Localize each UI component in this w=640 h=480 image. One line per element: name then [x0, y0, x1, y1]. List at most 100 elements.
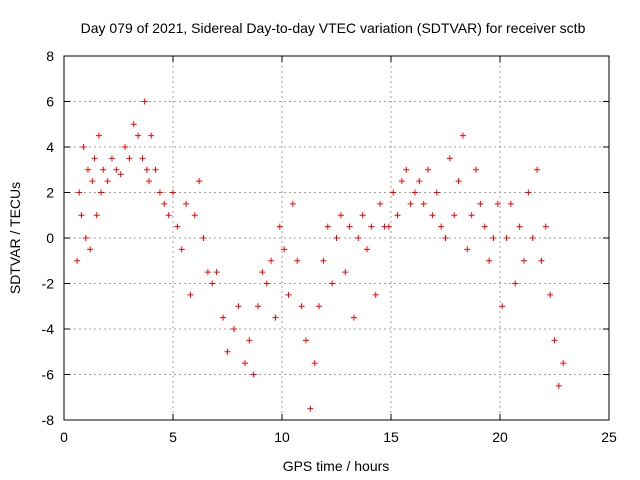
data-point-marker [213, 269, 220, 276]
data-point-marker [316, 303, 323, 310]
data-point-marker [209, 280, 216, 287]
y-tick-label: -2 [42, 276, 55, 292]
data-point-marker [438, 223, 445, 230]
data-point-marker [100, 166, 107, 173]
data-point-marker [494, 200, 501, 207]
data-point-marker [183, 200, 190, 207]
data-point-marker [355, 235, 362, 241]
data-point-marker [156, 189, 163, 196]
data-point-marker [311, 360, 318, 367]
x-tick-label: 10 [274, 429, 290, 445]
data-point-marker [342, 269, 349, 276]
data-point-marker [490, 235, 497, 241]
y-tick-label: 8 [46, 48, 54, 64]
data-point-marker [241, 360, 248, 367]
y-tick-labels: -8 -6 -4 -2 0 2 4 6 8 [42, 48, 55, 428]
y-tick-label: 4 [46, 139, 54, 155]
data-point-marker [555, 382, 562, 389]
x-tick-label: 15 [383, 429, 399, 445]
y-tick-label: -4 [42, 321, 55, 337]
data-point-marker [411, 189, 418, 196]
data-point-marker [204, 269, 211, 276]
data-point-marker [420, 200, 427, 207]
y-tick-label: 2 [46, 185, 54, 201]
data-point-marker [104, 178, 111, 185]
data-point-marker [547, 291, 554, 298]
data-point-marker [196, 178, 203, 185]
data-point-marker [464, 246, 471, 253]
data-point-marker [165, 212, 172, 219]
data-point-marker [141, 98, 148, 105]
data-point-marker [135, 132, 142, 139]
data-point-marker [298, 303, 305, 310]
data-point-marker [76, 189, 83, 196]
data-point-marker [499, 303, 506, 310]
data-point-marker [117, 171, 124, 178]
data-point-marker [538, 257, 545, 264]
data-point-marker [477, 200, 484, 207]
data-point-marker [276, 223, 283, 230]
chart-title: Day 079 of 2021, Sidereal Day-to-day VTE… [81, 20, 586, 36]
data-point-marker [364, 246, 371, 253]
x-tick-label: 20 [492, 429, 508, 445]
data-point-marker [231, 326, 238, 332]
data-point-marker [200, 235, 207, 241]
data-point-marker [139, 155, 146, 162]
data-point-marker [187, 291, 194, 298]
data-point-marker [425, 166, 432, 173]
data-points [74, 98, 567, 412]
data-point-marker [113, 166, 120, 173]
data-point-marker [272, 314, 279, 321]
data-point-marker [93, 212, 100, 219]
data-point-marker [224, 348, 231, 355]
data-point-marker [324, 223, 331, 230]
data-point-marker [512, 280, 519, 287]
data-point-marker [459, 132, 466, 139]
data-point-marker [174, 223, 181, 230]
data-point-marker [468, 212, 475, 219]
x-axis-label: GPS time / hours [283, 458, 390, 474]
data-point-marker [486, 257, 493, 264]
data-point-marker [525, 189, 532, 196]
data-point-marker [372, 291, 379, 298]
x-tick-label: 25 [601, 429, 617, 445]
data-point-marker [350, 314, 357, 321]
x-tick-label: 5 [169, 429, 177, 445]
data-point-marker [80, 144, 87, 150]
y-axis-label: SDTVAR / TECUs [7, 182, 23, 294]
y-tick-label: -8 [42, 412, 55, 428]
data-point-marker [503, 235, 510, 241]
data-point-marker [390, 189, 397, 196]
data-point-marker [148, 132, 155, 139]
data-point-marker [416, 178, 423, 185]
data-point-marker [337, 212, 344, 219]
data-point-marker [263, 280, 270, 287]
data-point-marker [473, 166, 480, 173]
grid-lines [64, 56, 609, 420]
data-point-marker [294, 257, 301, 264]
data-point-marker [108, 155, 115, 162]
data-point-marker [89, 178, 96, 185]
data-point-marker [126, 155, 133, 162]
data-point-marker [542, 223, 549, 230]
data-point-marker [122, 144, 129, 150]
data-point-marker [285, 291, 292, 298]
data-point-marker [259, 269, 266, 276]
plot-frame [63, 55, 610, 421]
data-point-marker [551, 337, 558, 344]
data-point-marker [481, 223, 488, 230]
x-tick-label: 0 [60, 429, 68, 445]
data-point-marker [255, 303, 262, 310]
data-point-marker [368, 223, 375, 230]
data-point-marker [329, 280, 336, 287]
data-point-marker [560, 360, 567, 367]
y-tick-label: 6 [46, 94, 54, 110]
data-point-marker [507, 200, 514, 207]
data-point-marker [529, 235, 536, 241]
data-point-marker [246, 337, 253, 344]
data-point-marker [429, 212, 436, 219]
x-tick-labels: 0 5 10 15 20 25 [60, 429, 617, 445]
data-point-marker [152, 166, 159, 173]
y-tick-label: -6 [42, 367, 55, 383]
data-point-marker [143, 166, 150, 173]
